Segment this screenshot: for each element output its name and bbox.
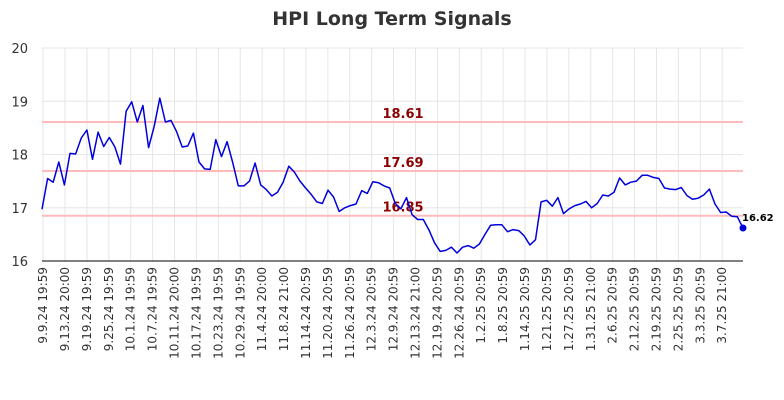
x-tick-label: 2.19.25 20:59 [649, 267, 663, 351]
x-tick-label: 1.8.25 20:59 [496, 267, 510, 344]
x-tick-label: 1.21.25 20:59 [540, 267, 554, 351]
x-tick-label: 3.3.25 20:59 [693, 267, 707, 344]
last-point [739, 224, 747, 232]
x-tick-label: 12.26.24 20:59 [452, 267, 466, 359]
x-tick-label: 9.9.24 19:59 [36, 267, 50, 344]
last-value-label: 16.62 [742, 213, 774, 224]
signal-label: 16.85 [382, 201, 423, 216]
series-line [41, 97, 744, 254]
x-tick-label: 9.13.24 20:00 [58, 267, 72, 351]
x-tick-label: 12.3.24 20:59 [365, 267, 379, 351]
tick-labels: 16 17 18 19 20 9.9.24 19:59 9.13.24 20:00 9.19.… [11, 42, 729, 359]
x-tick-label: 1.2.25 20:59 [474, 267, 488, 344]
x-tick-label: 2.12.25 20:59 [628, 267, 642, 351]
x-tick-label: 3.7.25 21:00 [715, 267, 729, 344]
series: 16.62 [41, 97, 774, 254]
chart-title: HPI Long Term Signals [272, 8, 512, 30]
x-tick-label: 11.4.24 20:00 [255, 267, 269, 351]
x-tick-label: 12.19.24 20:59 [430, 267, 444, 359]
signal-label: 17.69 [382, 156, 423, 171]
x-tick-label: 1.14.25 20:59 [518, 267, 532, 351]
x-tick-label: 2.25.25 20:59 [671, 267, 685, 351]
y-tick-label: 19 [11, 95, 28, 110]
x-tick-label: 10.23.24 19:59 [211, 267, 225, 359]
grid [42, 47, 743, 262]
signal-label: 18.61 [382, 107, 423, 122]
x-tick-label: 9.25.24 19:59 [102, 267, 116, 351]
x-tick-label: 1.31.25 21:00 [584, 267, 598, 351]
x-tick-label: 11.14.24 20:59 [299, 267, 313, 359]
signal-lines: 18.61 17.69 16.85 [42, 107, 743, 217]
x-tick-label: 11.26.24 20:59 [343, 267, 357, 359]
x-tick-label: 10.17.24 19:59 [189, 267, 203, 359]
x-tick-label: 9.19.24 19:59 [80, 267, 94, 351]
y-tick-label: 16 [11, 255, 28, 270]
x-tick-label: 11.8.24 21:00 [277, 267, 291, 351]
y-tick-label: 20 [11, 42, 28, 57]
x-tick-label: 2.6.25 20:59 [606, 267, 620, 344]
x-tick-label: 12.13.24 21:00 [409, 267, 423, 359]
x-tick-label: 1.27.25 20:59 [562, 267, 576, 351]
x-tick-label: 10.11.24 20:00 [168, 267, 182, 359]
x-tick-label: 10.29.24 19:59 [233, 267, 247, 359]
y-tick-label: 17 [11, 202, 28, 217]
x-tick-label: 10.7.24 19:59 [146, 267, 160, 351]
x-tick-label: 12.9.24 20:59 [387, 267, 401, 351]
x-tick-label: 11.20.24 20:59 [321, 267, 335, 359]
x-tick-label: 10.1.24 19:59 [124, 267, 138, 351]
y-tick-label: 18 [11, 149, 28, 164]
